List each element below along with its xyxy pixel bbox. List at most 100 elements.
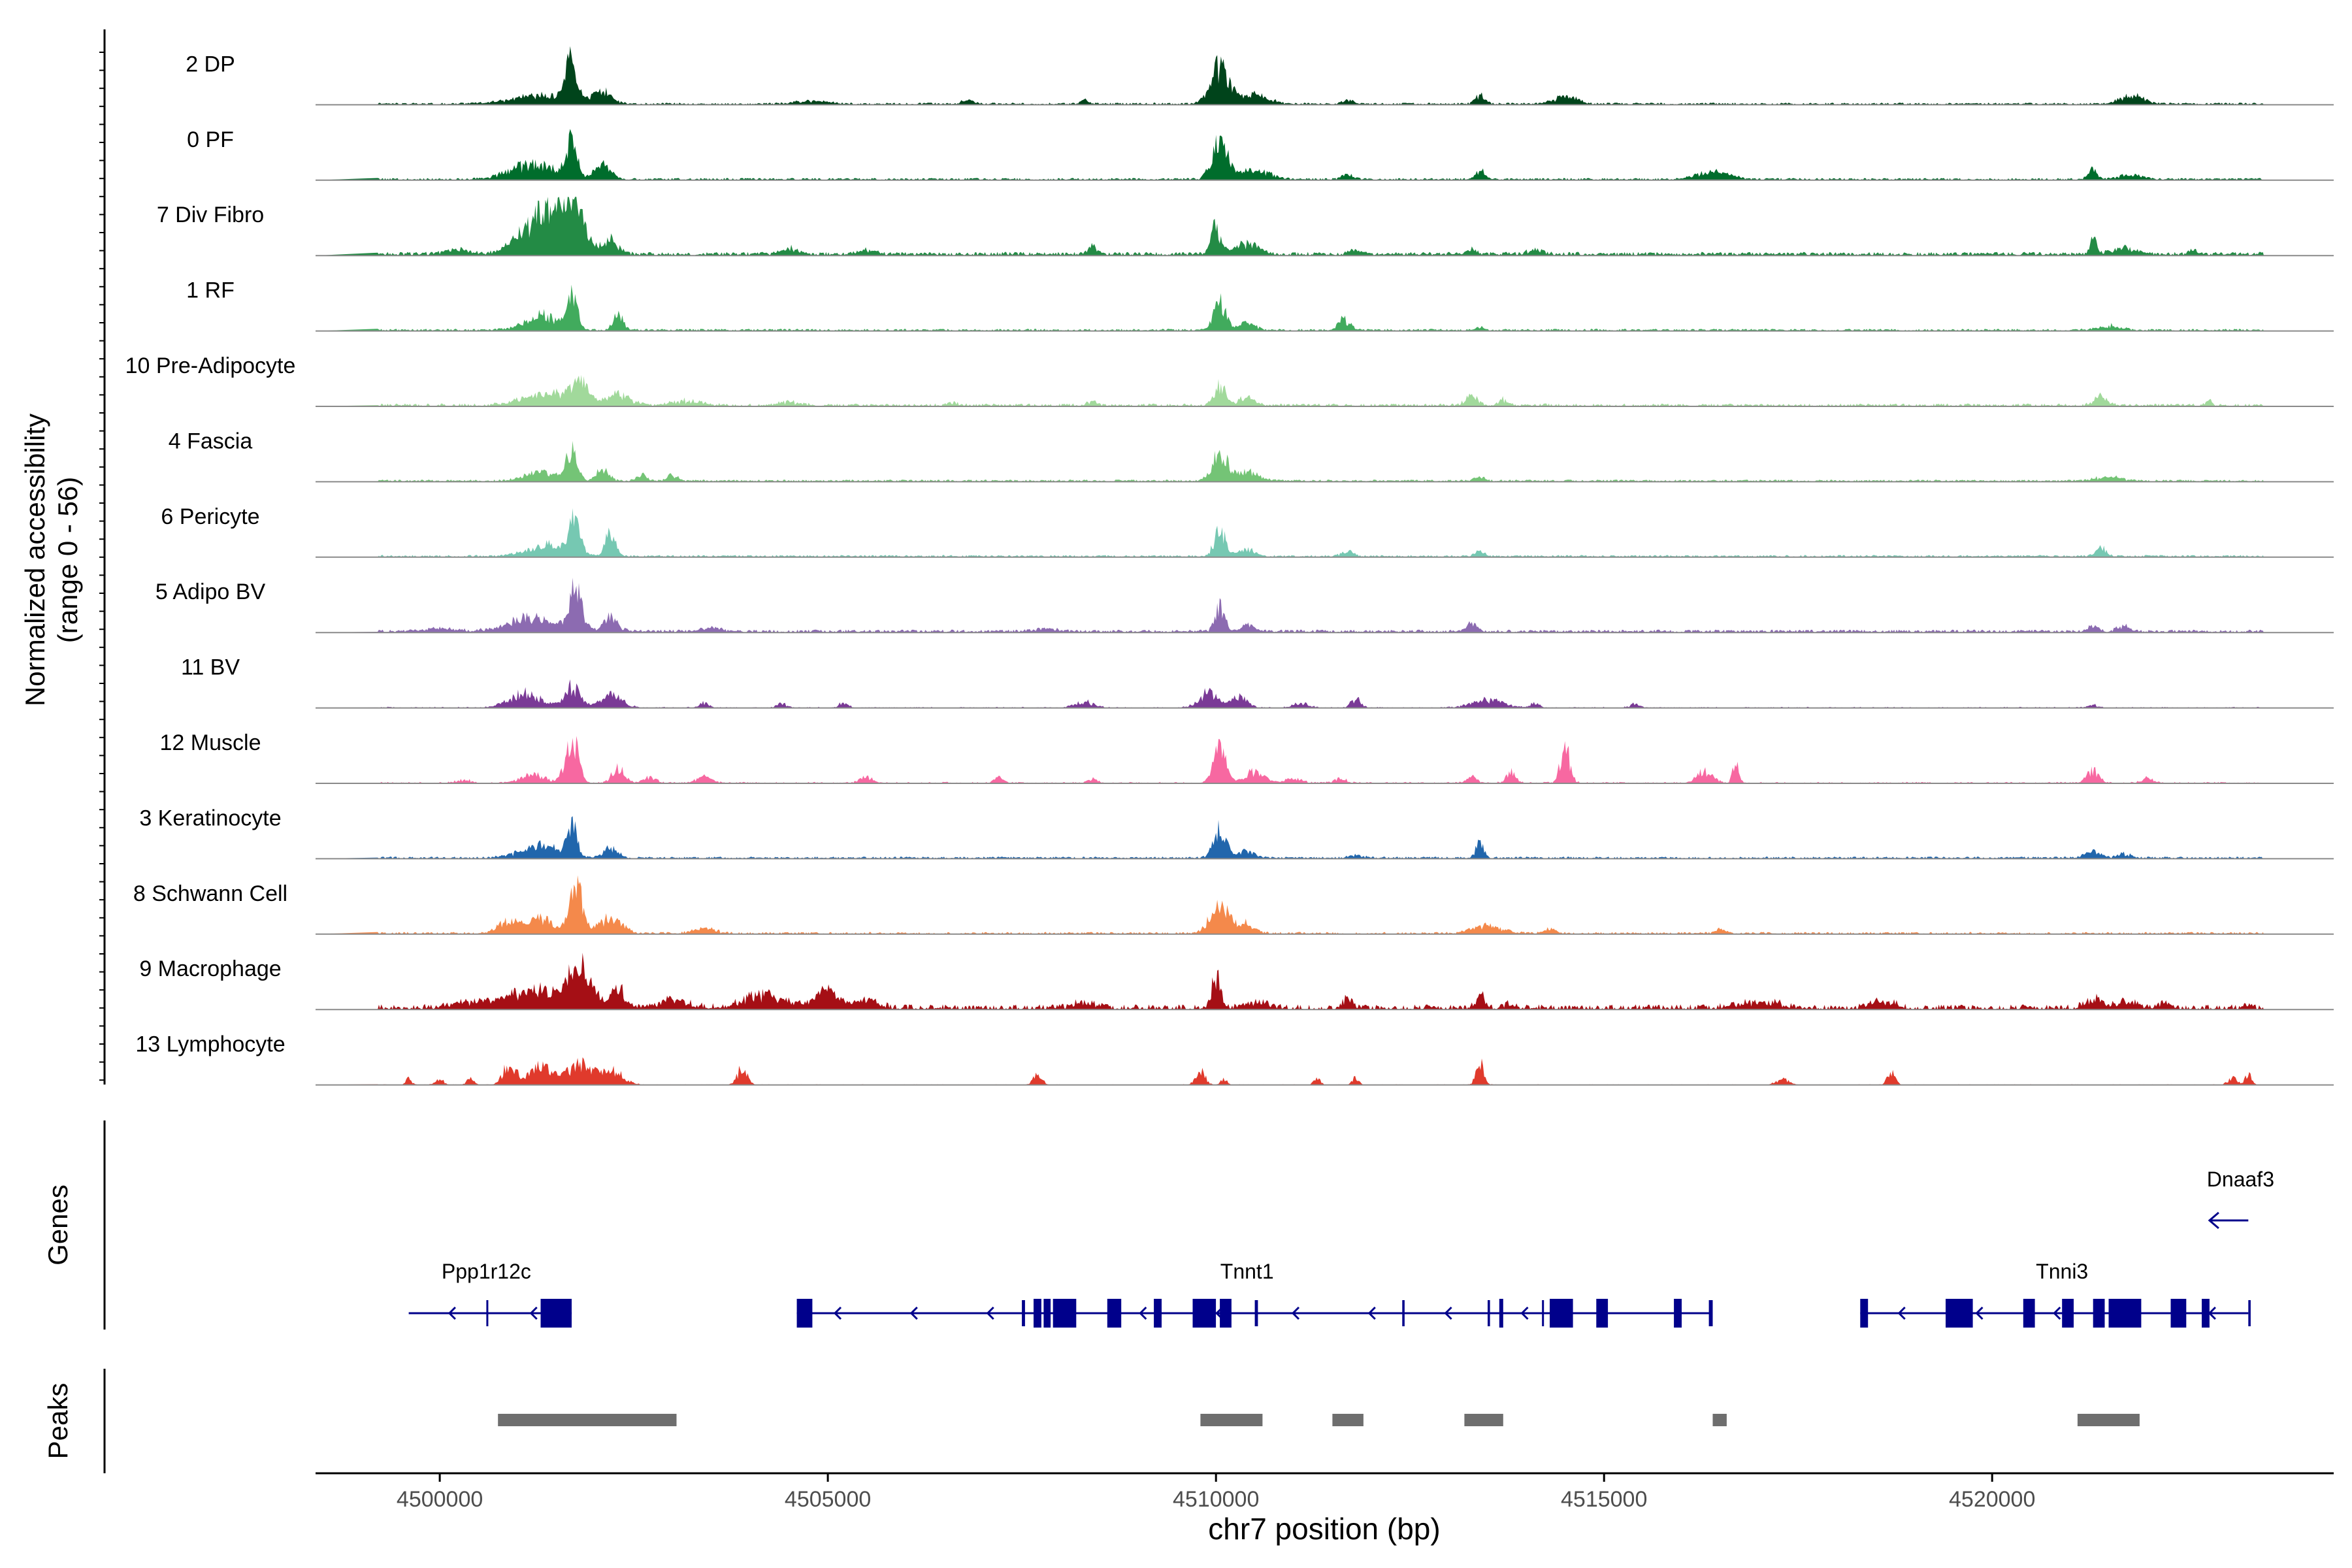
coverage-area xyxy=(316,816,2264,859)
coverage-track: 8 Schwann Cell xyxy=(133,875,2334,935)
coverage-area xyxy=(316,374,2264,406)
strand-arrow-icon xyxy=(2053,1306,2061,1320)
gene-model: Dnaaf3 xyxy=(2207,1168,2274,1230)
coverage-area xyxy=(316,578,2264,633)
peak-region xyxy=(1464,1414,1503,1426)
gene-exon xyxy=(1674,1299,1682,1328)
peak-region xyxy=(1200,1414,1263,1426)
y-axis-label: Normalized accessibility (range 0 - 56) xyxy=(20,414,83,706)
coverage-area xyxy=(316,875,2264,934)
track-label: 3 Keratinocyte xyxy=(139,806,281,830)
coverage-track: 3 Keratinocyte xyxy=(139,806,2334,860)
genes-section-label: Genes xyxy=(42,1184,73,1266)
coverage-track: 1 RF xyxy=(186,278,2334,332)
gene-label: Dnaaf3 xyxy=(2207,1168,2274,1191)
gene-exon xyxy=(1550,1299,1573,1328)
strand-arrow-icon xyxy=(1897,1306,1906,1320)
peaks-section-label: Peaks xyxy=(42,1383,73,1460)
peak-region xyxy=(1712,1414,1727,1426)
gene-exon xyxy=(2093,1299,2105,1328)
track-label: 9 Macrophage xyxy=(139,956,281,981)
peak-region xyxy=(498,1414,677,1426)
gene-label: Ppp1r12c xyxy=(442,1260,531,1283)
gene-exon xyxy=(1022,1300,1025,1326)
gene-model: Tnni3 xyxy=(1860,1260,2251,1328)
track-label: 10 Pre-Adipocyte xyxy=(125,353,296,378)
coverage-track: 6 Pericyte xyxy=(161,504,2334,558)
coverage-track: 0 PF xyxy=(187,127,2334,181)
track-label: 6 Pericyte xyxy=(161,504,259,529)
coverage-track: 12 Muscle xyxy=(160,730,2334,784)
strand-arrow-icon xyxy=(1520,1306,1529,1320)
track-label: 7 Div Fibro xyxy=(157,203,264,227)
strand-arrow-icon xyxy=(529,1306,538,1320)
coverage-track: 11 BV xyxy=(181,655,2334,709)
x-axis-tick-label: 4520000 xyxy=(1949,1487,2035,1512)
y-axis-label-line2: (range 0 - 56) xyxy=(52,477,83,643)
x-axis-tick-label: 4505000 xyxy=(785,1487,871,1512)
y-axis-label-line1: Normalized accessibility xyxy=(20,414,50,706)
track-label: 2 DP xyxy=(186,52,235,76)
coverage-area xyxy=(316,197,2264,256)
strand-arrow-icon xyxy=(1975,1306,1984,1320)
track-label: 8 Schwann Cell xyxy=(133,881,287,906)
x-axis-ticks: 4500000 4505000 4510000 4515000 4520000 xyxy=(397,1473,2035,1512)
coverage-track: 5 Adipo BV xyxy=(155,578,2334,634)
strand-arrow-icon xyxy=(448,1306,456,1320)
strand-arrow-icon xyxy=(1367,1306,1376,1320)
strand-arrow-icon xyxy=(1139,1306,1147,1320)
gene-exon xyxy=(1034,1299,1041,1328)
gene-label: Tnni3 xyxy=(2036,1260,2088,1283)
peak-region xyxy=(1332,1414,1364,1426)
x-axis-tick-label: 4500000 xyxy=(397,1487,483,1512)
strand-arrow-icon xyxy=(833,1306,842,1320)
gene-exon xyxy=(1043,1299,1051,1328)
gene-exon xyxy=(1596,1299,1609,1328)
coverage-track: 4 Fascia xyxy=(169,429,2334,483)
coverage-tracks: 2 DP 0 PF 7 Div Fibro 1 RF 10 Pre-Adipocyte 4… xyxy=(125,46,2334,1086)
strand-arrow-icon xyxy=(2208,1211,2219,1230)
gene-exon xyxy=(1488,1300,1490,1326)
gene-exon xyxy=(1860,1299,1869,1328)
coverage-y-axis-ticks xyxy=(99,52,105,1081)
coverage-track: 9 Macrophage xyxy=(139,953,2334,1011)
strand-arrow-icon xyxy=(1291,1306,1300,1320)
peak-region xyxy=(2077,1414,2140,1426)
track-label: 1 RF xyxy=(186,278,235,303)
strand-arrow-icon xyxy=(986,1306,994,1320)
coverage-area xyxy=(316,129,2264,180)
gene-exon xyxy=(2023,1299,2035,1328)
gene-exon xyxy=(1220,1299,1232,1328)
strand-arrow-icon xyxy=(1444,1306,1452,1320)
track-label: 11 BV xyxy=(181,655,240,680)
gene-label: Tnnt1 xyxy=(1220,1260,1274,1283)
gene-annotation-track: Ppp1r12c Tnnt1 Tnni3 Dnaaf3 xyxy=(408,1168,2274,1328)
gene-exon xyxy=(1946,1299,1973,1328)
peak-regions-track xyxy=(498,1414,2140,1426)
track-label: 4 Fascia xyxy=(169,429,253,453)
coverage-area xyxy=(316,1057,2264,1085)
gene-exon xyxy=(540,1299,572,1328)
coverage-area xyxy=(316,953,2264,1010)
gene-exon xyxy=(1053,1299,1077,1328)
coverage-track: 10 Pre-Adipocyte xyxy=(125,353,2334,407)
x-axis-tick-label: 4515000 xyxy=(1561,1487,1647,1512)
coverage-area xyxy=(316,679,2264,708)
gene-exon xyxy=(2108,1299,2142,1328)
gene-model: Tnnt1 xyxy=(796,1260,1713,1328)
gene-exon xyxy=(1192,1299,1217,1328)
gene-exon xyxy=(2202,1299,2210,1328)
gene-exon xyxy=(1708,1300,1713,1326)
track-label: 12 Muscle xyxy=(160,730,261,755)
gene-exon xyxy=(1402,1300,1405,1326)
coverage-track: 7 Div Fibro xyxy=(157,197,2334,257)
strand-arrow-icon xyxy=(909,1306,918,1320)
gene-exon xyxy=(2062,1299,2074,1328)
gene-exon xyxy=(1107,1299,1122,1328)
gene-exon xyxy=(1254,1300,1258,1326)
gene-exon xyxy=(1154,1299,1162,1328)
gene-exon xyxy=(1499,1299,1503,1328)
coverage-track: 2 DP xyxy=(186,46,2334,106)
gene-exon xyxy=(796,1299,813,1328)
